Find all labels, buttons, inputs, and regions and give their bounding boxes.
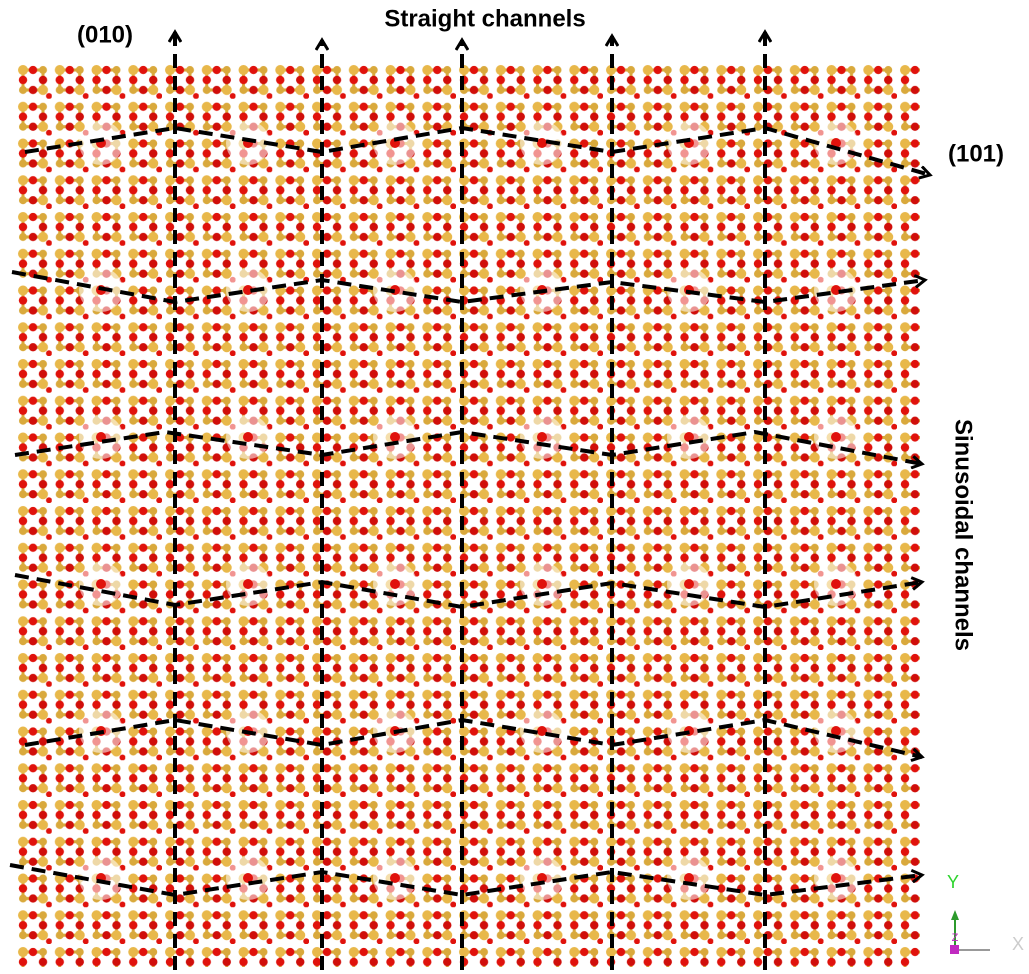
lattice-pores (15, 62, 920, 967)
page: {"labels": {"top_left": "(010)", "top": … (0, 0, 1029, 974)
axis-x-label: X (1012, 934, 1024, 954)
zeolite-diagram: (010) Straight channels (101) Sinusoidal… (0, 0, 1029, 974)
direction-label: (101) (948, 140, 1004, 167)
direction-label: (010) (77, 21, 133, 48)
axes-triad: Y Z X (947, 872, 1024, 954)
axis-y-label: Y (947, 872, 959, 892)
axis-z-label: Z (952, 932, 959, 944)
straight-channels-label: Straight channels (384, 5, 585, 32)
sinusoidal-channels-label: Sinusoidal channels (950, 419, 977, 651)
